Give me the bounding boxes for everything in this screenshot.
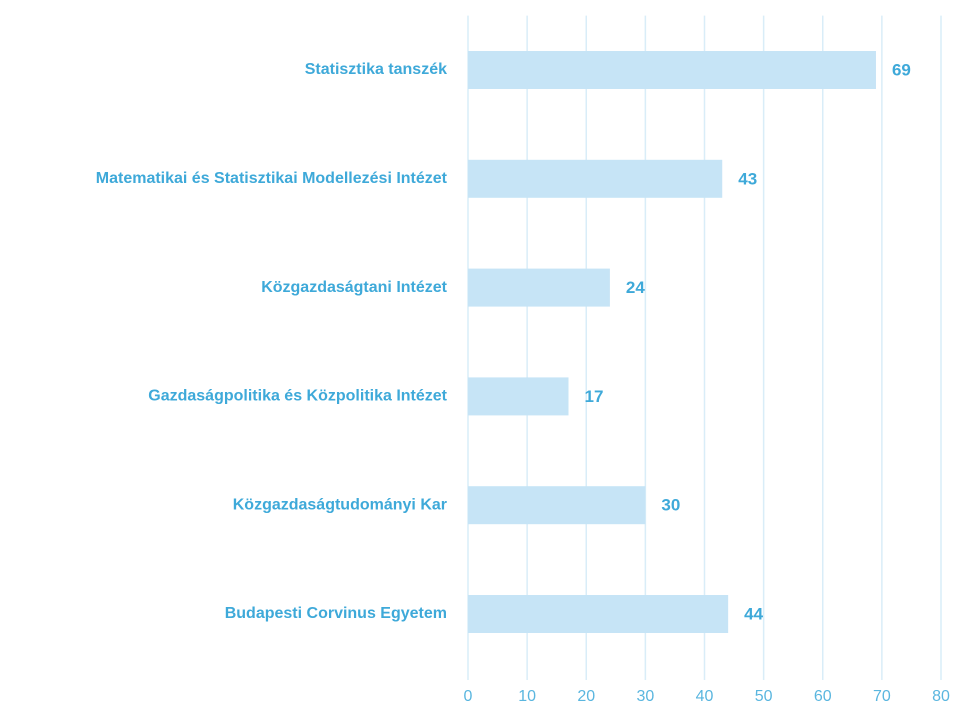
bar bbox=[468, 51, 876, 89]
value-label: 24 bbox=[626, 278, 645, 297]
x-tick-label: 40 bbox=[696, 688, 714, 705]
category-label: Közgazdaságtudományi Kar bbox=[233, 496, 447, 513]
x-tick-label: 50 bbox=[755, 688, 773, 705]
x-tick-label: 10 bbox=[518, 688, 536, 705]
bar bbox=[468, 377, 569, 416]
value-label: 17 bbox=[585, 387, 604, 406]
value-label: 30 bbox=[661, 496, 680, 515]
category-label: Gazdaságpolitika és Közpolitika Intézet bbox=[148, 388, 447, 405]
x-tick-label: 30 bbox=[636, 688, 654, 705]
category-label: Statisztika tanszék bbox=[305, 61, 447, 78]
category-label: Budapesti Corvinus Egyetem bbox=[225, 605, 447, 622]
x-tick-label: 70 bbox=[873, 688, 891, 705]
category-label: Közgazdaságtani Intézet bbox=[261, 279, 447, 296]
value-label: 69 bbox=[892, 60, 911, 79]
bar bbox=[468, 159, 723, 198]
x-tick-label: 20 bbox=[577, 688, 595, 705]
category-label: Matematikai és Statisztikai Modellezési … bbox=[96, 170, 448, 187]
x-tick-label: 0 bbox=[464, 688, 473, 705]
x-tick-label: 60 bbox=[814, 688, 832, 705]
bar bbox=[468, 486, 646, 525]
value-label: 44 bbox=[744, 604, 763, 623]
x-tick-label: 80 bbox=[932, 688, 950, 705]
bar bbox=[468, 268, 610, 307]
bar bbox=[468, 595, 729, 633]
value-label: 43 bbox=[738, 169, 757, 188]
